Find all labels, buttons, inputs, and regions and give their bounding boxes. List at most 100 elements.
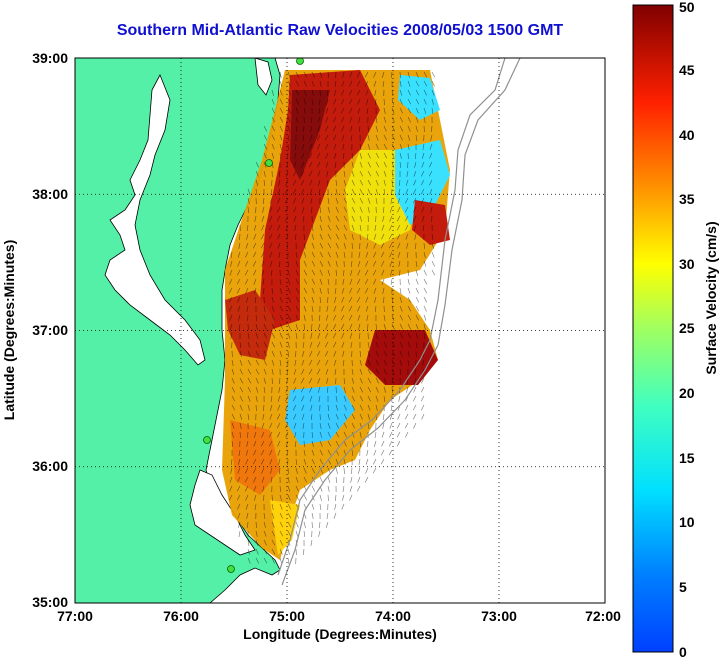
velocity-arrow [415, 296, 420, 303]
velocity-arrow [431, 98, 434, 105]
velocity-arrow [399, 314, 403, 321]
map-plot-area [75, 58, 605, 603]
velocity-arrow [399, 350, 403, 357]
y-axis-label: Latitude (Degrees:Minutes) [1, 240, 17, 420]
velocity-arrow [373, 233, 377, 240]
velocity-arrow [271, 98, 275, 105]
velocity-arrow [319, 287, 322, 294]
velocity-arrow [308, 170, 313, 177]
velocity-arrow [381, 269, 385, 276]
velocity-arrow [333, 314, 337, 321]
velocity-arrow [278, 458, 281, 465]
velocity-arrow [349, 332, 353, 339]
velocity-arrow [357, 260, 361, 267]
velocity-arrow [263, 341, 268, 348]
velocity-arrow [415, 125, 418, 132]
velocity-arrow [381, 260, 385, 267]
velocity-arrow [399, 71, 401, 79]
velocity-arrow [389, 260, 393, 267]
velocity-arrow [428, 179, 433, 186]
velocity-arrow [317, 116, 321, 123]
velocity-arrow [383, 368, 387, 375]
velocity-arrow [326, 512, 329, 519]
velocity-arrow [365, 305, 369, 312]
velocity-arrow [277, 224, 281, 231]
velocity-arrow [407, 134, 411, 141]
velocity-arrow [310, 404, 313, 411]
velocity-arrow [375, 170, 379, 177]
velocity-arrow [263, 548, 268, 555]
velocity-arrow [309, 341, 313, 348]
velocity-arrow [365, 251, 369, 258]
velocity-arrow [399, 332, 404, 339]
velocity-arrow [236, 494, 241, 501]
velocity-arrow [399, 89, 403, 96]
velocity-arrow [335, 476, 338, 483]
velocity-arrow [271, 287, 274, 294]
velocity-arrow [239, 350, 242, 357]
velocity-arrow [372, 467, 377, 474]
velocity-arrow [269, 215, 273, 222]
velocity-arrow [431, 233, 434, 240]
velocity-arrow [335, 215, 340, 222]
velocity-arrow [374, 305, 377, 312]
velocity-arrow [351, 404, 356, 411]
velocity-arrow [300, 386, 305, 393]
velocity-arrow [335, 269, 337, 276]
colorbar-tick-label: 10 [679, 514, 695, 530]
velocity-arrow [375, 332, 378, 339]
velocity-arrow [247, 521, 249, 528]
velocity-arrow [236, 269, 241, 276]
velocity-arrow [351, 224, 355, 231]
velocity-arrow [253, 278, 257, 285]
velocity-arrow [285, 440, 289, 447]
velocity-arrow [415, 332, 419, 339]
velocity-arrow [318, 530, 321, 537]
velocity-arrow [301, 359, 305, 366]
velocity-arrow [287, 278, 291, 285]
velocity-arrow [303, 80, 307, 87]
velocity-arrow [229, 476, 233, 483]
grid-lines [75, 58, 605, 603]
velocity-arrow [343, 188, 347, 195]
velocity-arrow [269, 413, 273, 420]
velocity-arrow [383, 386, 386, 393]
velocity-arrow [279, 89, 283, 96]
velocity-arrow [271, 134, 275, 141]
velocity-arrow [287, 512, 292, 519]
velocity-arrow [420, 188, 425, 195]
velocity-arrow [255, 314, 258, 321]
velocity-arrow [333, 89, 337, 96]
velocity-arrow [397, 197, 401, 204]
velocity-arrow [340, 305, 345, 312]
velocity-arrow [357, 107, 361, 114]
velocity-arrow [335, 422, 339, 429]
velocity-arrow [229, 485, 233, 492]
velocity-arrow [255, 404, 257, 412]
velocity-arrow [237, 458, 241, 465]
velocity-arrow [404, 206, 409, 213]
velocity-arrow [375, 323, 378, 330]
velocity-arrow [343, 197, 347, 204]
velocity-arrow [246, 224, 249, 231]
velocity-arrow [429, 143, 433, 150]
velocity-arrow [239, 359, 243, 366]
velocity-arrow [421, 413, 425, 420]
velocity-arrow [231, 377, 235, 384]
velocity-arrow [302, 215, 305, 222]
velocity-arrow [247, 350, 251, 357]
velocity-arrow [318, 323, 321, 330]
velocity-arrow [263, 323, 267, 330]
velocity-arrow [324, 341, 329, 348]
velocity-arrow [341, 80, 345, 87]
velocity-arrow [397, 413, 401, 420]
velocity-arrow [308, 368, 313, 375]
velocity-arrow [332, 116, 337, 123]
velocity-arrow [293, 170, 297, 177]
velocity-arrow [311, 206, 313, 214]
velocity-arrow [228, 287, 233, 294]
velocity-arrow [351, 170, 355, 177]
velocity-arrow [396, 431, 401, 438]
velocity-arrow [390, 197, 393, 204]
velocity-arrow [319, 215, 322, 222]
